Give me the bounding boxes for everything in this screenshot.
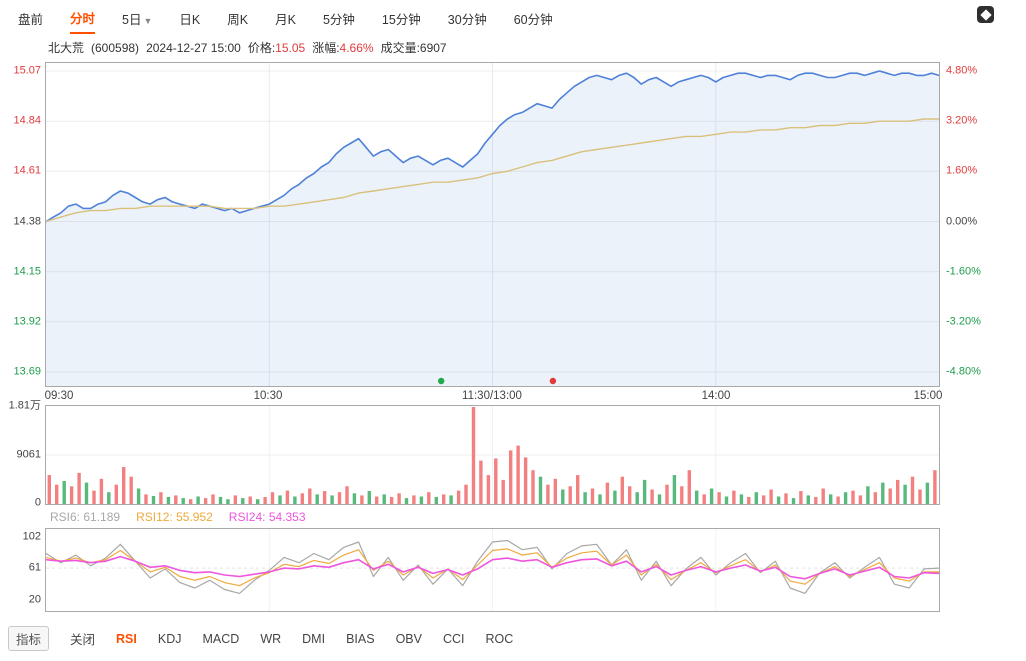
change-label: 涨幅: bbox=[312, 41, 340, 55]
price-value: 15.05 bbox=[275, 41, 306, 55]
indicator-menu-button[interactable]: 指标 bbox=[8, 626, 50, 651]
tab-monthly-k[interactable]: 月K bbox=[275, 13, 296, 27]
percent-axis-label: 0.00% bbox=[946, 215, 978, 227]
fullscreen-icon bbox=[979, 8, 992, 21]
rsi24-value: 54.353 bbox=[268, 510, 306, 524]
price-field: 价格:15.05 bbox=[248, 39, 305, 56]
percent-axis-label: -1.60% bbox=[946, 265, 981, 278]
price-axis-label: 14.61 bbox=[13, 164, 41, 177]
volume-field: 成交量:6907 bbox=[381, 39, 447, 56]
volume-axis-zero: 0 bbox=[34, 496, 41, 509]
indicator-item-roc[interactable]: ROC bbox=[485, 631, 514, 646]
indicator-item-rsi[interactable]: RSI bbox=[116, 631, 137, 646]
rsi-axis-label: 102 bbox=[22, 530, 41, 543]
percent-axis-label: -3.20% bbox=[946, 315, 981, 328]
tab-60min[interactable]: 60分钟 bbox=[513, 13, 553, 27]
x-tick-1500: 15:00 bbox=[913, 390, 943, 402]
percent-axis-label: -4.80% bbox=[946, 365, 981, 378]
intraday-price-chart[interactable] bbox=[45, 62, 940, 387]
indicator-item-wr[interactable]: WR bbox=[260, 631, 282, 646]
price-chart-canvas bbox=[46, 63, 939, 386]
tab-15min[interactable]: 15分钟 bbox=[381, 13, 421, 27]
price-axis-label: 13.92 bbox=[13, 315, 41, 328]
rsi12-label: RSI12: bbox=[136, 510, 173, 524]
volume-axis-max: 1.81万 bbox=[8, 399, 41, 412]
x-tick-1400: 14:00 bbox=[701, 390, 731, 402]
rsi-axis-label: 20 bbox=[28, 593, 41, 605]
rsi12-value: 55.952 bbox=[176, 510, 213, 524]
price-label: 价格: bbox=[247, 41, 276, 55]
volume-value: 6907 bbox=[419, 41, 447, 55]
tab-5day[interactable]: 5日 ▼ bbox=[122, 9, 152, 33]
tab-5day-label: 5日 bbox=[122, 13, 142, 27]
price-axis-label: 13.69 bbox=[13, 365, 41, 378]
percent-axis-label: 1.60% bbox=[946, 164, 978, 177]
rsi-chart[interactable] bbox=[45, 528, 940, 612]
percent-axis-label: 3.20% bbox=[946, 114, 978, 127]
tab-30min[interactable]: 30分钟 bbox=[447, 13, 487, 27]
rsi-header: RSI6: 61.189 RSI12: 55.952 RSI24: 54.353 bbox=[50, 510, 306, 524]
volume-chart-canvas bbox=[46, 406, 939, 504]
fullscreen-button[interactable] bbox=[977, 6, 994, 23]
x-tick-1130-1300: 11:30/13:00 bbox=[462, 390, 522, 402]
quote-infobar: 北大荒 (600598) 2024-12-27 15:00 价格:15.05 涨… bbox=[48, 39, 447, 56]
price-axis-label: 14.38 bbox=[13, 215, 41, 227]
stock-code: (600598) bbox=[91, 41, 140, 55]
tab-5min[interactable]: 5分钟 bbox=[322, 13, 355, 27]
indicator-item-dmi[interactable]: DMI bbox=[302, 631, 326, 646]
price-axis-label: 14.15 bbox=[13, 265, 41, 278]
rsi24-readout: RSI24: 54.353 bbox=[229, 510, 306, 524]
rsi24-label: RSI24: bbox=[228, 510, 266, 524]
rsi6-readout: RSI6: 61.189 bbox=[50, 510, 120, 524]
x-tick-0930: 09:30 bbox=[44, 390, 74, 402]
indicator-item-close[interactable]: 关闭 bbox=[70, 633, 96, 647]
event-dot-green bbox=[438, 377, 445, 385]
rsi6-label: RSI6: bbox=[50, 510, 81, 524]
change-value: 4.66% bbox=[339, 41, 374, 55]
indicator-item-kdj[interactable]: KDJ bbox=[157, 631, 182, 646]
event-dot-red bbox=[549, 377, 557, 385]
tab-intraday[interactable]: 分时 bbox=[70, 8, 96, 34]
change-field: 涨幅:4.66% bbox=[312, 39, 373, 56]
rsi-axis-label: 61 bbox=[28, 561, 41, 574]
x-tick-1030: 10:30 bbox=[253, 390, 283, 402]
volume-label: 成交量: bbox=[380, 41, 420, 55]
indicator-item-obv[interactable]: OBV bbox=[395, 631, 422, 646]
rsi-chart-canvas bbox=[46, 529, 939, 611]
indicator-item-bias[interactable]: BIAS bbox=[346, 631, 375, 646]
indicator-item-macd[interactable]: MACD bbox=[202, 631, 240, 646]
period-tabbar: 盘前 分时 5日 ▼ 日K 周K 月K 5分钟 15分钟 30分钟 60分钟 bbox=[18, 8, 553, 34]
quote-datetime: 2024-12-27 15:00 bbox=[146, 41, 241, 55]
indicator-bar: 指标 关闭 RSI KDJ MACD WR DMI BIAS OBV CCI R… bbox=[8, 626, 513, 651]
indicator-item-cci[interactable]: CCI bbox=[442, 631, 465, 646]
chevron-down-icon: ▼ bbox=[143, 16, 153, 26]
rsi12-readout: RSI12: 55.952 bbox=[136, 510, 213, 524]
price-axis-label: 15.07 bbox=[13, 64, 41, 77]
price-axis-label: 14.84 bbox=[13, 114, 41, 127]
rsi6-value: 61.189 bbox=[83, 510, 121, 524]
volume-axis-mid: 9061 bbox=[16, 448, 41, 461]
percent-axis-label: 4.80% bbox=[946, 64, 978, 77]
volume-chart[interactable] bbox=[45, 405, 940, 505]
stock-name: 北大荒 bbox=[48, 41, 85, 55]
tab-weekly-k[interactable]: 周K bbox=[227, 13, 249, 27]
tab-daily-k[interactable]: 日K bbox=[179, 13, 201, 27]
tab-pre-market[interactable]: 盘前 bbox=[18, 13, 44, 27]
